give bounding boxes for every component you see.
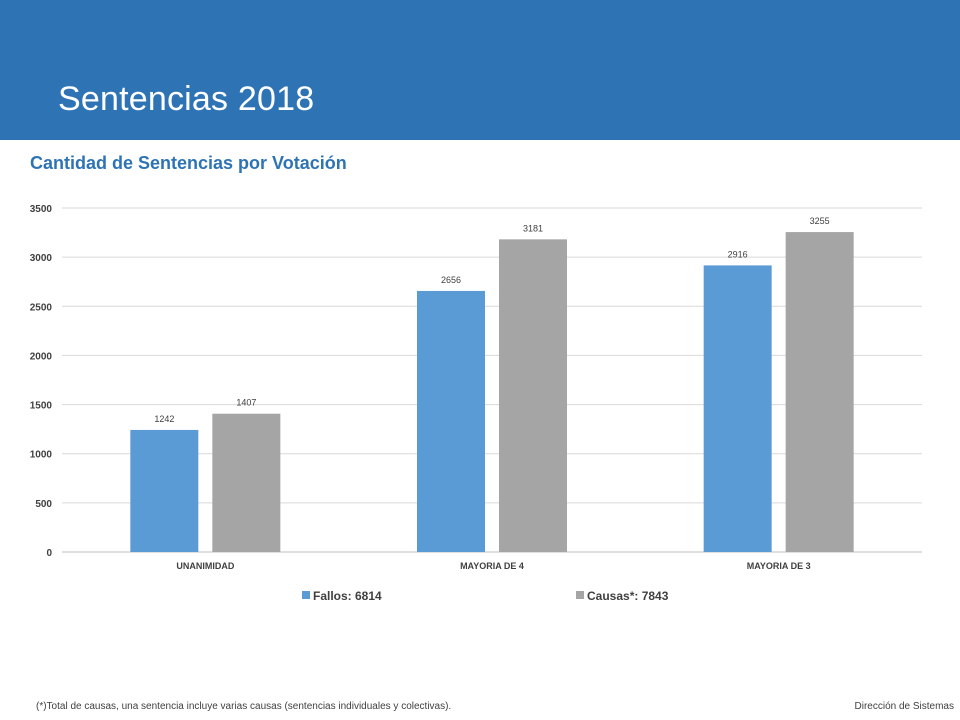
x-tick-label: MAYORIA DE 3 [747,561,811,571]
y-tick-label: 0 [46,548,52,559]
footer-department: Dirección de Sistemas [854,701,954,712]
data-label: 1242 [154,414,174,424]
bar-chart: 0 500 1000 1500 2000 2500 3000 3500 1242 1407 UNAN… [30,204,922,603]
bar [130,429,199,552]
legend-swatch [576,591,584,599]
bar [417,290,485,552]
y-tick-label: 2000 [30,351,53,362]
bar [212,413,281,552]
header-band [0,0,960,140]
x-tick-label: MAYORIA DE 4 [460,561,524,571]
slide-title: Sentencias 2018 [58,80,315,118]
y-tick-label: 1500 [30,401,53,412]
data-label: 2916 [728,249,748,259]
data-label: 2656 [441,275,461,285]
legend-swatch [302,591,310,599]
y-tick-label: 1000 [30,450,53,461]
legend-label: Causas*: 7843 [587,589,669,603]
y-tick-label: 500 [35,499,52,510]
legend-label: Fallos: 6814 [313,589,382,603]
data-label: 3255 [810,216,830,226]
bar [499,239,567,552]
x-tick-label: UNANIMIDAD [176,561,234,571]
data-label: 3181 [523,223,543,233]
y-tick-label: 3000 [30,253,53,264]
y-tick-label: 2500 [30,302,53,313]
data-label: 1407 [236,398,256,408]
bar [703,265,772,552]
chart-title: Cantidad de Sentencias por Votación [30,153,347,173]
bar [785,232,854,552]
footnote: (*)Total de causas, una sentencia incluy… [36,701,452,712]
y-tick-label: 3500 [30,204,53,215]
